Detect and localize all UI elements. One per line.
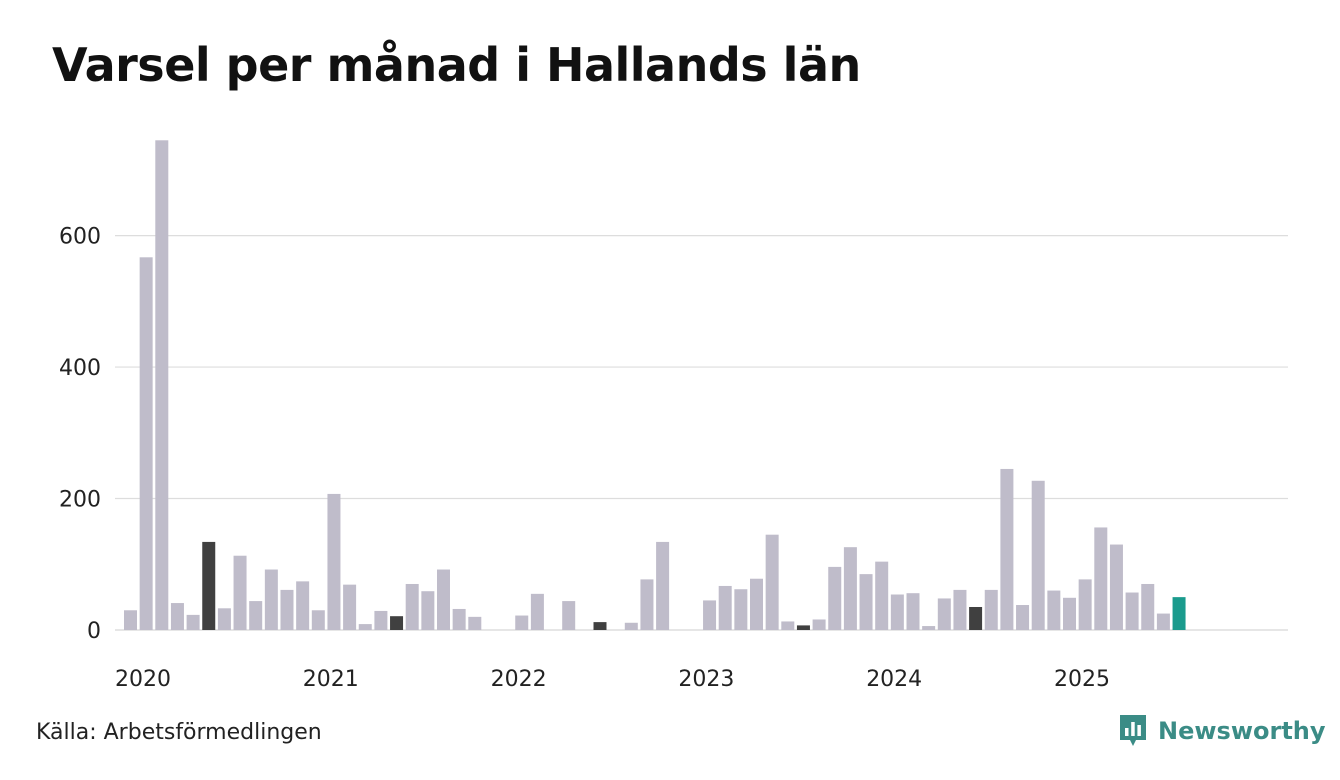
newsworthy-logo-icon	[1120, 715, 1146, 746]
bar	[875, 561, 889, 630]
bar	[124, 610, 137, 630]
bar	[640, 579, 654, 630]
bar	[327, 493, 341, 630]
bar	[1063, 597, 1076, 630]
bar	[515, 615, 529, 630]
bar	[343, 584, 357, 630]
bar	[796, 625, 810, 630]
bar	[1094, 527, 1108, 630]
bar	[1078, 579, 1092, 630]
bar	[765, 534, 779, 630]
bar	[624, 622, 638, 630]
bar	[969, 606, 983, 630]
x-tick-label: 2020	[115, 667, 171, 692]
bar	[170, 603, 184, 630]
y-tick-label: 200	[59, 488, 101, 513]
bar	[828, 566, 842, 630]
bar	[656, 541, 670, 630]
bar	[421, 591, 435, 630]
bar	[984, 589, 998, 630]
bar	[734, 589, 748, 630]
bar	[562, 601, 576, 630]
x-tick-label: 2024	[866, 667, 922, 692]
bar	[530, 593, 544, 630]
brand-name: Newsworthy	[1158, 717, 1326, 745]
bar	[1172, 597, 1186, 630]
bar	[390, 616, 404, 630]
bar	[280, 589, 294, 630]
source-label: Källa: Arbetsförmedlingen	[36, 720, 322, 745]
bar	[937, 598, 951, 630]
bar	[296, 581, 310, 630]
bar	[1109, 544, 1123, 630]
bar	[1141, 583, 1155, 630]
bar	[703, 600, 717, 630]
bar	[437, 569, 450, 630]
bar	[358, 624, 372, 630]
bar	[249, 601, 263, 630]
bar	[233, 555, 247, 630]
bar	[155, 140, 169, 630]
bar	[452, 608, 466, 630]
chart-title: Varsel per månad i Hallands län	[52, 38, 861, 92]
bar	[1016, 605, 1030, 630]
y-tick-label: 600	[59, 225, 101, 250]
bar	[593, 622, 607, 630]
bar	[264, 569, 278, 630]
bar	[1000, 468, 1014, 630]
bar	[217, 608, 231, 630]
x-tick-label: 2022	[491, 667, 547, 692]
bar	[405, 583, 419, 630]
bar-chart: 0 200 400 600 2020 2021 2022 2023 2024 2025	[59, 140, 1288, 692]
bar	[843, 547, 857, 630]
bar	[202, 541, 216, 630]
bar	[859, 574, 873, 630]
bar	[812, 619, 826, 630]
bar	[890, 594, 904, 630]
bar	[953, 589, 967, 630]
y-tick-label: 0	[87, 619, 101, 644]
brand-logo[interactable]: Newsworthy	[1118, 713, 1326, 749]
bar	[922, 626, 936, 630]
y-tick-label: 400	[59, 356, 101, 381]
bar	[906, 593, 920, 630]
bar	[718, 585, 732, 630]
bar	[1031, 480, 1045, 630]
x-tick-label: 2025	[1054, 667, 1110, 692]
bar	[750, 578, 763, 630]
bar	[1125, 592, 1139, 630]
bar	[781, 621, 795, 630]
bar	[468, 616, 482, 630]
bar	[1047, 590, 1061, 630]
x-tick-label: 2021	[303, 667, 359, 692]
bar	[186, 614, 200, 630]
x-tick-label: 2023	[678, 667, 734, 692]
bar	[139, 257, 153, 630]
bar	[374, 610, 388, 630]
bar	[311, 610, 325, 630]
bar	[1156, 613, 1170, 630]
